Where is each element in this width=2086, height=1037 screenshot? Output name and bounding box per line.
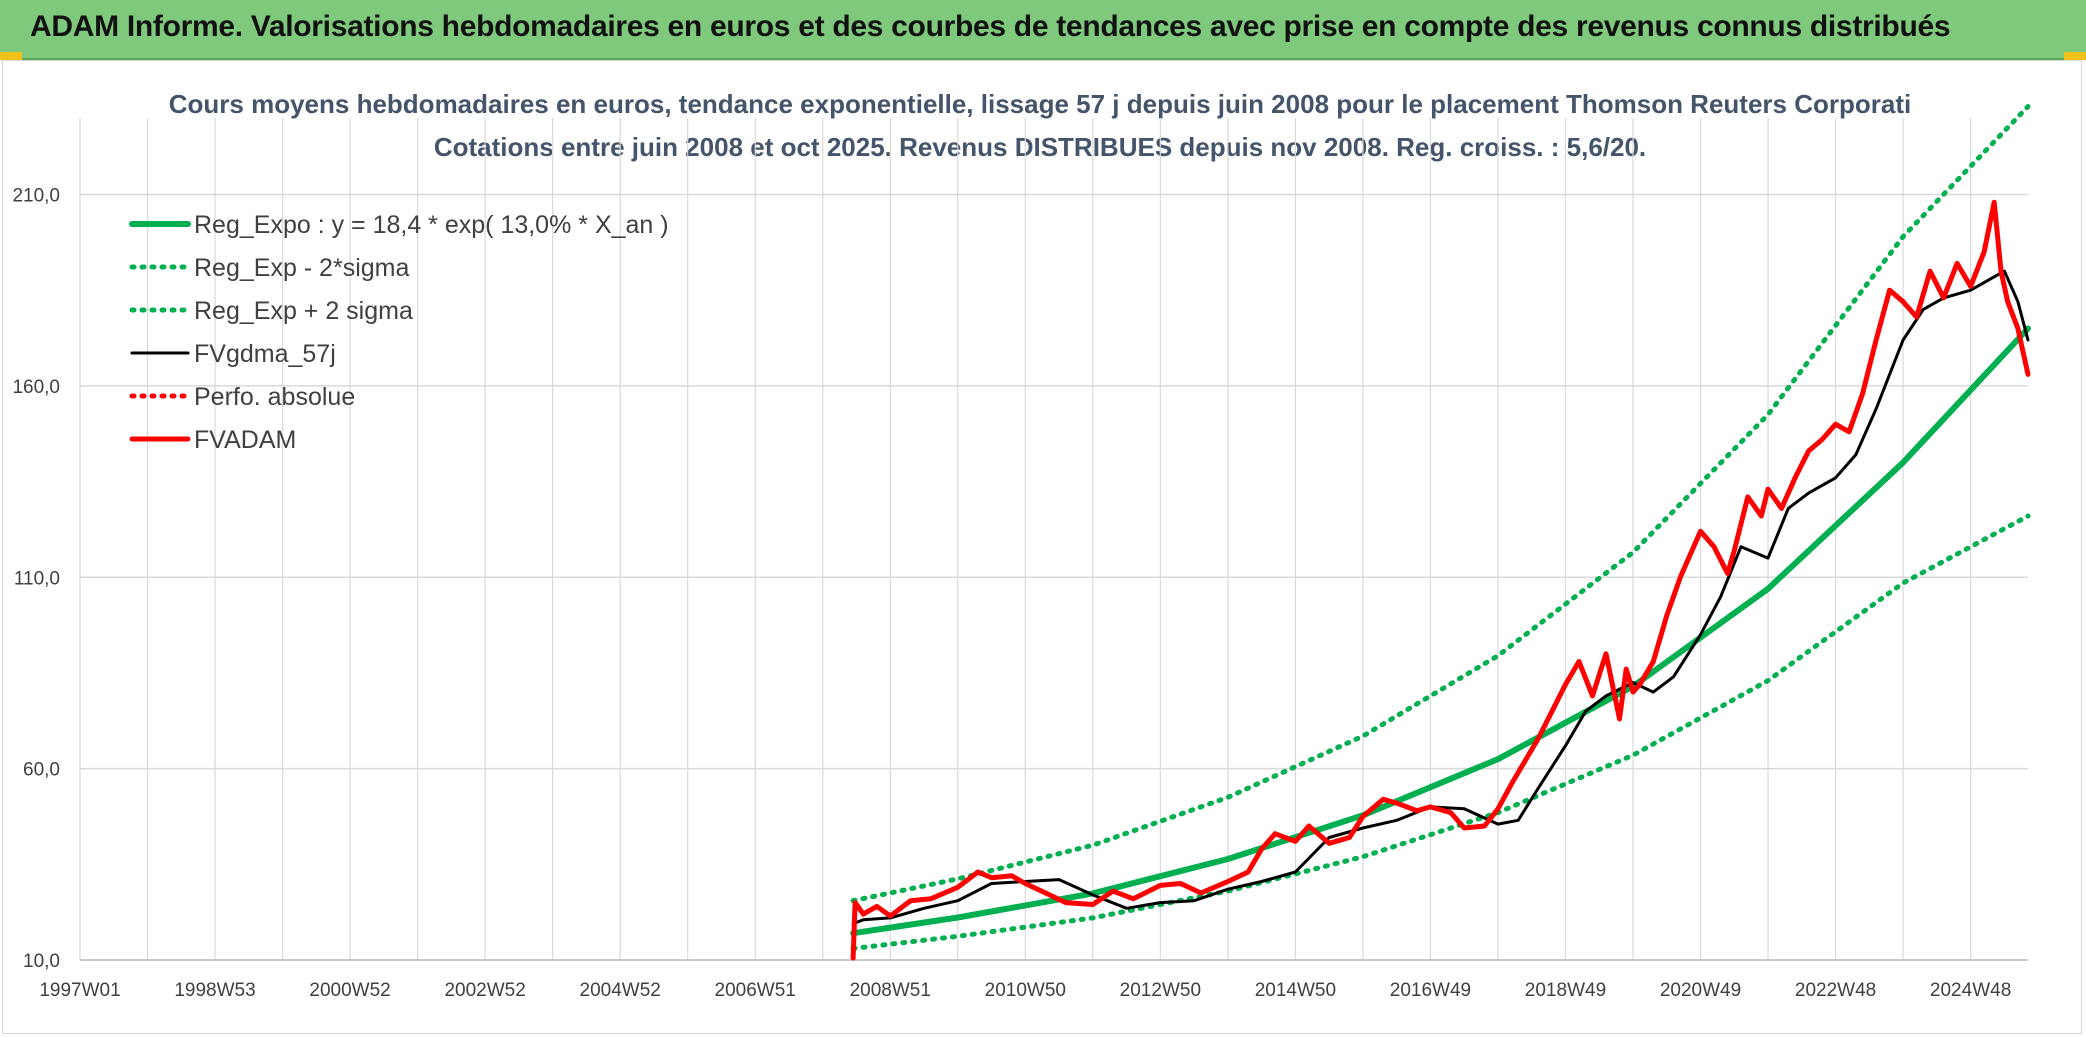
x-tick-label: 2010W50	[985, 980, 1066, 1001]
y-tick-label: 160,0	[12, 377, 60, 398]
report-banner: ADAM Informe. Valorisations hebdomadaire…	[0, 0, 2086, 60]
series-line-fvadam	[850, 199, 2031, 961]
x-tick-label: 1997W01	[39, 980, 120, 1001]
series-layer	[850, 104, 2031, 961]
x-tick-label: 2016W49	[1390, 980, 1471, 1001]
chart-frame	[2, 60, 2082, 1034]
x-tick-label: 2014W50	[1255, 980, 1336, 1001]
legend-label: FVgdma_57j	[194, 340, 336, 368]
gridlines	[79, 118, 2028, 961]
x-tick-label: 2000W52	[309, 980, 390, 1001]
corner-accent-left	[0, 52, 22, 60]
chart-title: Cours moyens hebdomadaires en euros, ten…	[169, 89, 1911, 119]
series-line-fvgdma-57j	[851, 269, 2030, 926]
legend-label: FVADAM	[194, 426, 296, 454]
y-tick-label: 110,0	[14, 568, 60, 589]
legend-label: Reg_Exp - 2*sigma	[194, 254, 409, 282]
axes: 10,0 60,0 110,0 160,0 210,0 1997W01 1998W53 200…	[12, 186, 2028, 1001]
x-tick-label: 2012W50	[1120, 980, 1201, 1001]
y-tick-label: 10,0	[23, 951, 60, 972]
banner-title: ADAM Informe. Valorisations hebdomadaire…	[30, 10, 1951, 43]
x-tick-label: 2024W48	[1930, 980, 2011, 1001]
x-tick-label: 2002W52	[444, 980, 525, 1001]
corner-accent-right	[2064, 52, 2086, 60]
series-line-reg-exp-2-sigma	[850, 513, 2031, 951]
x-tick-label: 2018W49	[1525, 980, 1606, 1001]
chart-subtitle: Cotations entre juin 2008 et oct 2025. R…	[434, 132, 1646, 162]
x-tick-label: 2006W51	[715, 980, 796, 1001]
y-tick-label: 60,0	[23, 760, 60, 781]
legend-label: Reg_Exp + 2 sigma	[194, 297, 413, 325]
legend: Reg_Expo : y = 18,4 * exp( 13,0% * X_an …	[129, 211, 669, 454]
series-line-reg-expo-y-18-4-exp-13-0-x-an	[850, 325, 2031, 937]
x-tick-label: 2020W49	[1660, 980, 1741, 1001]
series-line-reg-exp-2-sigma	[850, 104, 2031, 904]
x-tick-label: 2008W51	[850, 980, 931, 1001]
legend-label: Perfo. absolue	[194, 383, 355, 411]
x-tick-label: 1998W53	[174, 980, 255, 1001]
legend-label: Reg_Expo : y = 18,4 * exp( 13,0% * X_an …	[194, 211, 669, 239]
y-tick-label: 210,0	[12, 186, 60, 207]
x-tick-label: 2004W52	[580, 980, 661, 1001]
x-tick-label: 2022W48	[1795, 980, 1876, 1001]
